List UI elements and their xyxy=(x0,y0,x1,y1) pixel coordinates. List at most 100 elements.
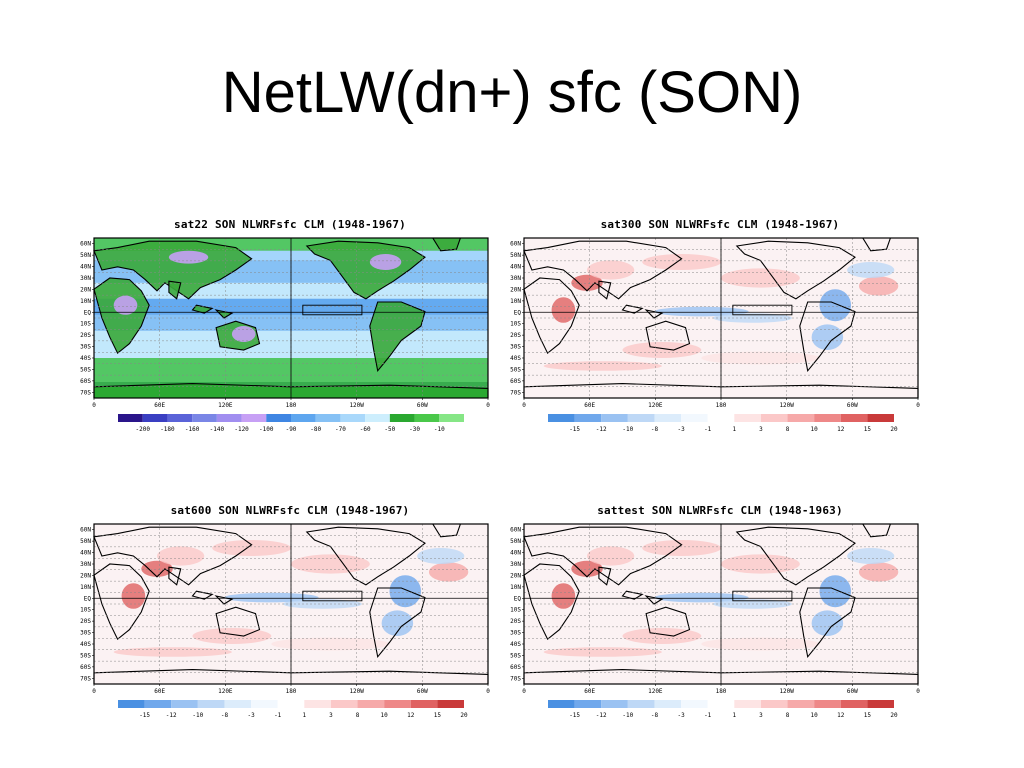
colorbar-swatch xyxy=(197,700,225,708)
anomaly-region xyxy=(654,306,749,317)
lat-tick-label: 20S xyxy=(510,332,521,339)
slide-title: NetLW(dn+) sfc (SON) xyxy=(221,60,803,125)
map-sattest: 60N 50N 40N 30N 20N 10N EQ 10S 20S 30S 40S 50S 60S 70… xyxy=(510,523,920,695)
colorbar-swatch xyxy=(867,414,894,422)
lon-tick-label: 0 xyxy=(92,688,96,695)
continent-outline xyxy=(215,606,261,637)
lon-tick-label: 120E xyxy=(648,688,663,695)
lat-tick-label: 60N xyxy=(510,241,521,248)
lon-tick-label: 0 xyxy=(522,688,526,695)
lat-tick-label: 40N xyxy=(80,264,91,271)
lat-tick-label: 10N xyxy=(510,584,521,591)
colorbar-swatch xyxy=(734,414,761,422)
lon-tick-label: 60E xyxy=(154,402,165,409)
map-panel-sat22: sat22 SON NLWRFsfc CLM (1948-1967) 60N 50… xyxy=(70,218,510,448)
lon-tick-label: 0 xyxy=(522,402,526,409)
colorbar-label: -120 xyxy=(234,426,249,433)
anomaly-region xyxy=(847,262,895,278)
lat-tick-label: 20S xyxy=(80,618,91,625)
colorbar-label: -10 xyxy=(434,426,445,433)
colorbar-label: -180 xyxy=(160,426,175,433)
lon-tick-label: 120W xyxy=(349,688,364,695)
colorbar-label: -30 xyxy=(409,426,420,433)
anomaly-region xyxy=(819,289,852,322)
anomaly-region xyxy=(587,260,635,280)
lon-tick-label: 60W xyxy=(417,402,428,409)
continent-outline xyxy=(191,590,214,600)
continent-outline xyxy=(523,277,580,355)
colorbar-label: -90 xyxy=(286,426,297,433)
continent-outline xyxy=(93,277,150,355)
colorbar-label: 8 xyxy=(356,712,360,719)
land-field-patch xyxy=(168,250,209,264)
anomaly-region xyxy=(654,592,749,603)
continent-outline xyxy=(93,563,150,641)
map-panel-sat300: sat300 SON NLWRFsfc CLM (1948-1967) 60N 5… xyxy=(500,218,940,448)
colorbar-label: -1 xyxy=(704,426,712,433)
lat-tick-label: 50N xyxy=(510,538,521,545)
colorbar-swatch xyxy=(216,414,242,422)
lat-tick-label: 10S xyxy=(510,321,521,328)
land-field-patch xyxy=(113,295,138,315)
anomaly-region xyxy=(212,540,291,556)
lat-tick-label: 30S xyxy=(80,630,91,637)
continent-outline xyxy=(598,280,612,300)
lon-tick-label: 120E xyxy=(648,402,663,409)
lon-tick-label: 60W xyxy=(847,688,858,695)
continent-outline xyxy=(369,587,426,659)
lat-tick-label: 50N xyxy=(80,538,91,545)
colorbar-swatch xyxy=(548,414,575,422)
colorbar-swatch xyxy=(304,700,331,708)
colorbar-swatch xyxy=(601,700,628,708)
colorbar-swatch xyxy=(760,700,788,708)
colorbar-label: 15 xyxy=(434,712,442,719)
continent-outline xyxy=(214,595,234,605)
anomaly-region xyxy=(543,647,662,657)
nino-box xyxy=(732,590,793,602)
colorbar-label: -1 xyxy=(704,712,712,719)
anomaly-region xyxy=(721,268,800,288)
nino-box xyxy=(302,304,363,316)
colorbar-swatch xyxy=(192,414,217,422)
lat-tick-label: 40S xyxy=(80,355,91,362)
colorbar-label: 8 xyxy=(786,426,790,433)
colorbar-label: -3 xyxy=(247,712,255,719)
anomaly-region xyxy=(157,546,205,566)
lat-tick-label: 50S xyxy=(80,652,91,659)
colorbar-swatch xyxy=(384,700,411,708)
map-panel-sat600: sat600 SON NLWRFsfc CLM (1948-1967) 60N 5… xyxy=(70,504,510,734)
colorbar-swatch xyxy=(707,700,735,708)
lat-tick-label: 20N xyxy=(80,572,91,579)
land-field-patch xyxy=(369,254,402,270)
lon-tick-label: 180 xyxy=(286,402,297,409)
colorbar-swatch xyxy=(814,414,841,422)
lat-tick-label: 70S xyxy=(80,675,91,682)
colorbar-label: -70 xyxy=(335,426,346,433)
colorbar-label: -60 xyxy=(360,426,371,433)
colorbar-label: 10 xyxy=(811,426,819,433)
lat-tick-label: 40S xyxy=(510,355,521,362)
colorbar-label: 20 xyxy=(890,712,898,719)
colorbar-swatch xyxy=(734,700,761,708)
anomaly-region xyxy=(642,540,721,556)
continent-outline xyxy=(644,595,664,605)
colorbar-sat22: -200 -180 -160 -140 -120 -100 -90 -80 -70 -60 -50 -… xyxy=(118,414,464,433)
colorbar-sat300: -15 -12 -10 -8 -3 -1 1 3 8 10 12 15 20 xyxy=(548,414,898,433)
lat-tick-label: 40N xyxy=(510,550,521,557)
colorbar-swatch xyxy=(291,414,316,422)
lat-tick-label: 10S xyxy=(510,607,521,614)
colorbar-label: 12 xyxy=(407,712,415,719)
colorbar-swatch xyxy=(787,700,815,708)
lon-tick-label: 120W xyxy=(349,402,364,409)
continent-outline xyxy=(645,320,691,351)
lat-tick-label: 70S xyxy=(510,675,521,682)
panel-title: sattest SON NLWRFsfc CLM (1948-1963) xyxy=(597,504,843,517)
lat-tick-label: 50S xyxy=(510,366,521,373)
colorbar-swatch xyxy=(814,700,841,708)
lon-tick-label: 60E xyxy=(154,688,165,695)
anomaly-region xyxy=(721,554,800,574)
colorbar-swatch xyxy=(357,700,385,708)
lat-tick-label: 60N xyxy=(80,527,91,534)
lat-tick-label: 60N xyxy=(80,241,91,248)
lon-tick-label: 0 xyxy=(486,688,490,695)
